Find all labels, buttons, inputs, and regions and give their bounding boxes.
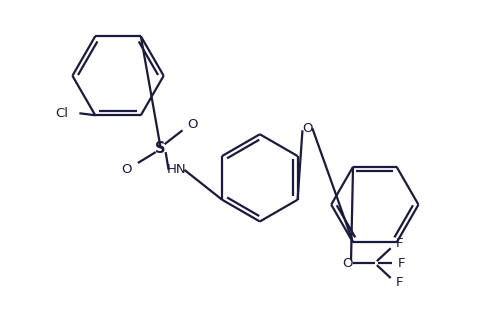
Text: F: F <box>396 237 403 250</box>
Text: O: O <box>187 118 198 131</box>
Text: O: O <box>302 122 313 135</box>
Text: O: O <box>122 164 132 177</box>
Text: O: O <box>342 257 353 270</box>
Text: F: F <box>398 257 405 270</box>
Text: F: F <box>396 276 403 289</box>
Text: S: S <box>155 141 166 156</box>
Text: Cl: Cl <box>56 107 68 120</box>
Text: HN: HN <box>167 164 186 177</box>
